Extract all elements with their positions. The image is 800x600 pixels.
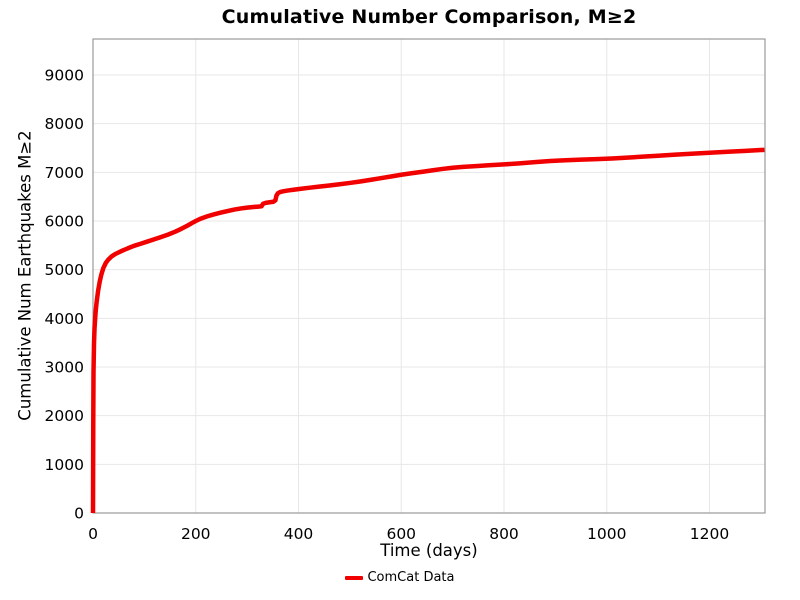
y-tick-label: 5000 (45, 261, 84, 279)
y-tick-label: 4000 (45, 310, 84, 328)
legend-label: ComCat Data (367, 570, 455, 585)
plot-frame (92, 38, 766, 514)
plot-background (93, 39, 765, 513)
data-line (90, 147, 765, 514)
y-tick-label: 9000 (45, 67, 84, 85)
x-tick-label: 600 (386, 525, 416, 543)
chart-title: Cumulative Number Comparison, M≥2 (221, 6, 637, 28)
legend: ComCat Data (0, 570, 800, 585)
x-tick-label: 1200 (690, 525, 729, 543)
y-tick-label: 2000 (45, 407, 84, 425)
x-tick-label: 1000 (587, 525, 626, 543)
x-tick-label: 800 (489, 525, 519, 543)
y-tick-label: 1000 (45, 456, 84, 474)
y-axis-label: Cumulative Num Earthquakes M≥2 (15, 130, 35, 421)
y-tick-label: 3000 (45, 359, 84, 377)
y-tick-label: 0 (74, 505, 84, 523)
x-tick-label: 0 (88, 525, 98, 543)
y-tick-label: 8000 (45, 115, 84, 133)
x-tick-label: 400 (284, 525, 314, 543)
y-tick-label: 7000 (45, 164, 84, 182)
legend-line-swatch (345, 575, 364, 580)
y-tick-label: 6000 (45, 213, 84, 231)
x-tick-label: 200 (181, 525, 211, 543)
x-axis-label: Time (days) (380, 541, 478, 560)
